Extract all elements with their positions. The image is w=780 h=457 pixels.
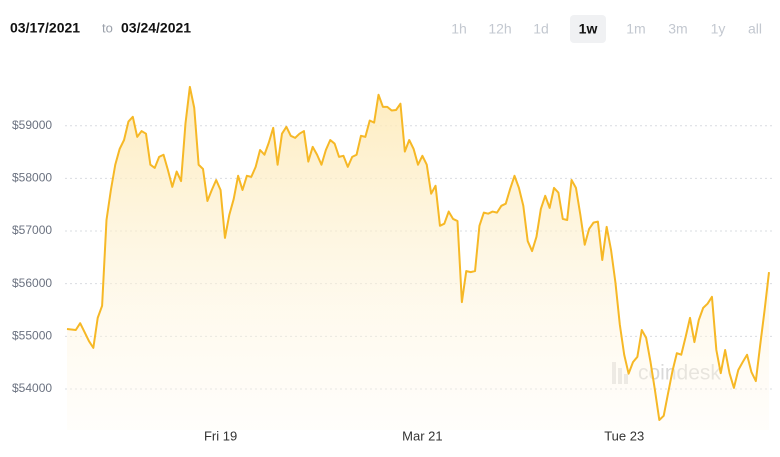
range-button-label[interactable]: 1m — [626, 21, 645, 37]
range-button-label[interactable]: 3m — [668, 21, 687, 37]
x-tick-label: Tue 23 — [604, 428, 644, 443]
x-tick-label: Mar 21 — [402, 428, 442, 443]
range-button-label[interactable]: 1d — [533, 21, 549, 37]
range-button-label[interactable]: 12h — [488, 21, 511, 37]
range-selector: 1h 12h 1d 1w 1m 3m 1y all — [451, 15, 762, 43]
range-button[interactable]: 1y — [711, 21, 726, 37]
y-tick-label: $56000 — [12, 276, 52, 290]
range-button[interactable]: 1m — [626, 21, 645, 37]
line — [66, 85, 770, 421]
y-tick-label: $54000 — [12, 381, 52, 395]
end-date: 03/24/2021 — [121, 20, 191, 36]
range-button-label[interactable]: all — [748, 21, 762, 37]
range-button[interactable]: 1h — [451, 21, 467, 37]
range-button[interactable]: all — [748, 21, 762, 37]
y-tick-label: $59000 — [12, 118, 52, 132]
range-button-bg — [570, 15, 606, 43]
range-button-label[interactable]: 1h — [451, 21, 467, 37]
range-button[interactable]: 1d — [533, 21, 549, 37]
y-tick-label: $58000 — [12, 171, 52, 185]
y-tick-label: $57000 — [12, 223, 52, 237]
range-button[interactable]: 12h — [488, 21, 511, 37]
x-tick-label: Fri 19 — [204, 428, 237, 443]
range-button[interactable]: 3m — [668, 21, 687, 37]
date-separator: to — [102, 20, 113, 35]
range-button[interactable]: 1w — [570, 15, 606, 43]
range-button-label[interactable]: 1w — [579, 21, 598, 37]
grid: $54000 $55000 $56000 $57000 $58000 $59000 Fri … — [12, 118, 772, 443]
area — [67, 86, 769, 430]
range-button-label[interactable]: 1y — [711, 21, 726, 37]
plot — [66, 85, 770, 430]
start-date: 03/17/2021 — [10, 20, 80, 36]
y-tick-label: $55000 — [12, 328, 52, 342]
